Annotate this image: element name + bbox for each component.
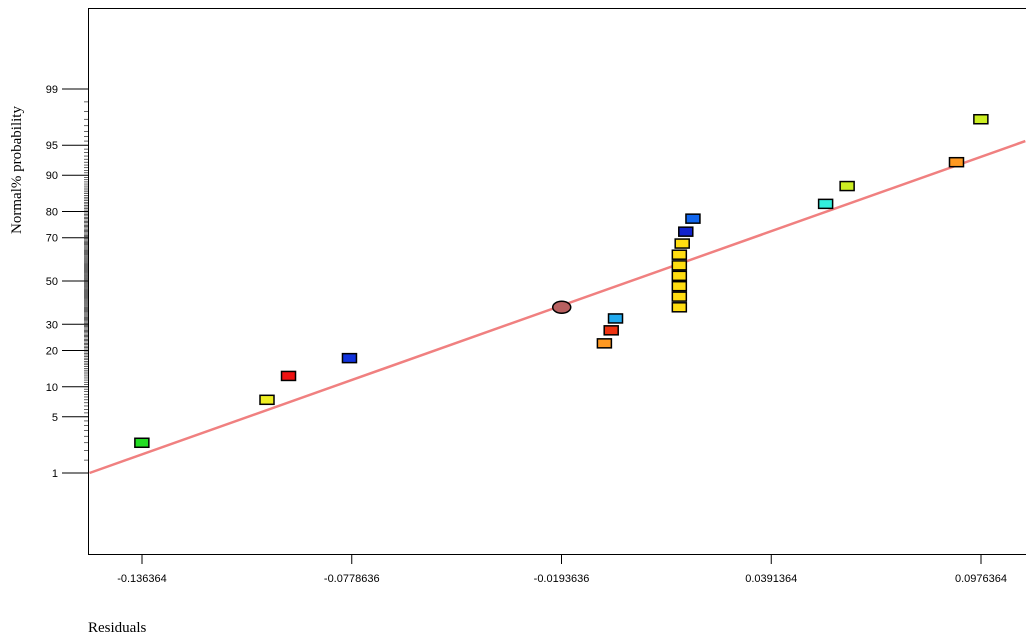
x-tick-label: -0.0193636 bbox=[534, 573, 590, 585]
y-tick-label: 99 bbox=[46, 84, 58, 96]
data-point bbox=[671, 249, 688, 260]
y-tick-label: 30 bbox=[46, 319, 58, 331]
data-point bbox=[685, 213, 701, 224]
y-axis-ticks: 1 5 10 20 30 50 70 80 90 95 99 bbox=[46, 84, 88, 480]
x-tick-label: -0.136364 bbox=[117, 573, 167, 585]
data-point bbox=[671, 260, 688, 271]
data-point bbox=[678, 226, 694, 237]
y-tick-label: 20 bbox=[46, 345, 58, 357]
data-point bbox=[671, 291, 688, 302]
x-axis-title: Residuals bbox=[88, 620, 147, 636]
y-axis-title: Normal% probability bbox=[9, 106, 25, 234]
data-point bbox=[259, 394, 275, 406]
x-tick-label: 0.0391364 bbox=[745, 573, 797, 585]
y-tick-label: 1 bbox=[52, 468, 58, 480]
data-points bbox=[134, 113, 989, 449]
probability-minor-ticks bbox=[84, 88, 88, 474]
data-point bbox=[839, 180, 855, 192]
y-tick-label: 95 bbox=[46, 140, 58, 152]
data-point bbox=[671, 280, 688, 292]
data-point bbox=[341, 352, 358, 364]
data-point bbox=[948, 156, 965, 168]
data-point bbox=[607, 313, 624, 324]
x-tick-label: 0.0976364 bbox=[955, 573, 1007, 585]
plot-frame bbox=[88, 8, 1026, 555]
data-point bbox=[671, 302, 688, 313]
data-point bbox=[973, 113, 989, 125]
data-point bbox=[596, 338, 613, 349]
data-point bbox=[671, 270, 688, 282]
data-point bbox=[551, 300, 572, 315]
data-point bbox=[603, 325, 619, 336]
y-tick-label: 5 bbox=[52, 412, 58, 424]
y-tick-label: 10 bbox=[46, 382, 58, 394]
y-tick-label: 50 bbox=[46, 276, 58, 288]
y-tick-label: 90 bbox=[46, 170, 58, 182]
x-axis-ticks: -0.136364 -0.0778636 -0.0193636 0.0391364 0.… bbox=[117, 554, 1007, 585]
y-tick-label: 70 bbox=[46, 233, 58, 245]
data-point bbox=[817, 198, 834, 210]
x-tick-label: -0.0778636 bbox=[324, 573, 380, 585]
data-point bbox=[674, 238, 690, 249]
data-point bbox=[280, 370, 297, 382]
data-point bbox=[134, 437, 150, 449]
y-tick-label: 80 bbox=[46, 207, 58, 219]
